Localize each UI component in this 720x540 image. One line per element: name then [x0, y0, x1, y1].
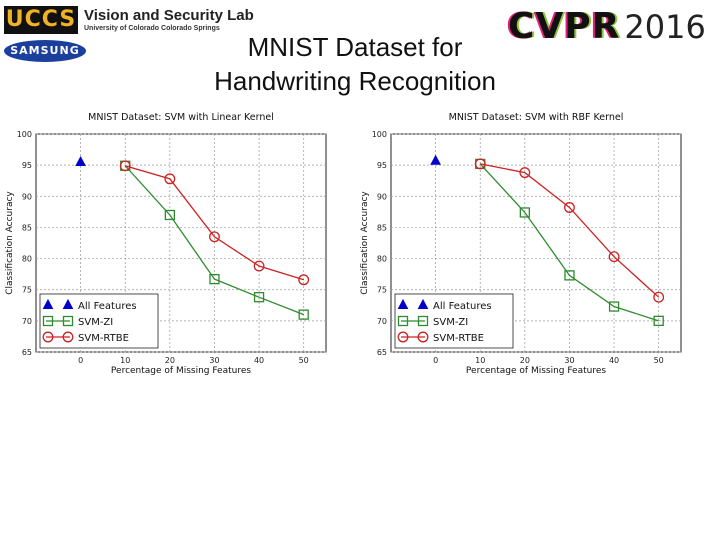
svm-zi-point	[519, 207, 530, 218]
x-tick-label: 20	[520, 356, 530, 365]
y-axis-label: Classification Accuracy	[360, 191, 370, 295]
cvpr-logo-text: CVPR	[508, 6, 621, 47]
legend-label-svm-rtbe: SVM-RTBE	[78, 333, 129, 344]
svm-rtbe-point	[564, 202, 575, 213]
x-axis-label: Percentage of Missing Features	[111, 366, 251, 376]
svm-zi-point	[209, 273, 220, 285]
svm-rtbe-line	[480, 163, 660, 298]
legend-label-all-features: All Features	[433, 301, 492, 312]
svm-rtbe-point	[519, 167, 531, 179]
svm-rtbe-point	[209, 231, 220, 243]
y-tick-label: 100	[372, 130, 387, 139]
chart-rbf-kernel: MNIST Dataset: SVM with RBF Kernel 0 10 20 3…	[360, 112, 682, 376]
cvpr-logo-year: 2016	[624, 8, 706, 46]
uccs-logo-badge: UCCS	[4, 6, 78, 34]
samsung-logo: SAMSUNG	[4, 40, 86, 62]
chart-title: MNIST Dataset: SVM with RBF Kernel	[449, 112, 624, 123]
legend-marker-svm-zi	[62, 315, 74, 327]
legend-marker-svm-zi	[42, 315, 54, 327]
x-tick-label: 40	[609, 356, 619, 365]
svm-zi-point	[564, 270, 575, 281]
y-tick-label: 70	[377, 317, 387, 326]
y-tick-label: 90	[22, 192, 32, 201]
svm-rtbe-point	[608, 251, 620, 263]
uccs-logo: UCCS Vision and Security Lab University …	[4, 6, 254, 36]
lab-subtitle: University of Colorado Colorado Springs	[84, 25, 220, 32]
svm-zi-point	[608, 301, 620, 312]
svm-zi-point	[164, 209, 175, 221]
y-tick-label: 75	[22, 286, 32, 295]
legend-marker-svm-rtbe	[42, 331, 54, 343]
y-tick-label: 85	[377, 223, 387, 232]
legend-marker-all-features	[417, 298, 429, 309]
svm-zi-point	[253, 292, 265, 303]
svm-zi-point	[298, 309, 309, 320]
legend-marker-svm-rtbe	[397, 331, 409, 343]
svm-rtbe-point	[253, 260, 265, 272]
svm-rtbe-line	[125, 165, 304, 281]
svm-rtbe-point	[119, 160, 131, 172]
legend-box	[39, 293, 159, 349]
y-tick-label: 75	[377, 286, 387, 295]
legend-marker-all-features	[397, 298, 409, 309]
y-tick-label: 85	[22, 223, 32, 232]
y-tick-label: 80	[377, 255, 387, 264]
cvpr-logo: CVPR 2016	[508, 6, 714, 47]
legend-marker-all-features	[62, 298, 74, 309]
legend-label-svm-rtbe: SVM-RTBE	[433, 333, 484, 344]
all-features-point	[430, 154, 441, 165]
svm-zi-point	[653, 315, 664, 327]
y-tick-label: 65	[22, 348, 32, 357]
svm-rtbe-point	[164, 173, 176, 185]
all-features-point	[75, 155, 86, 167]
x-tick-label: 0	[78, 356, 83, 365]
legend-label-all-features: All Features	[78, 301, 137, 312]
svm-rtbe-point	[653, 291, 665, 303]
x-tick-label: 40	[254, 356, 264, 365]
y-tick-label: 90	[377, 192, 387, 201]
legend-label-svm-zi: SVM-ZI	[433, 317, 468, 328]
chart-title: MNIST Dataset: SVM with Linear Kernel	[88, 112, 274, 123]
legend-marker-svm-rtbe	[417, 331, 429, 343]
x-tick-label: 50	[299, 356, 309, 365]
y-tick-label: 95	[22, 161, 32, 170]
x-tick-label: 50	[654, 356, 664, 365]
slide-title-line2: Handwriting Recognition	[214, 66, 496, 96]
x-axis-label: Percentage of Missing Features	[466, 366, 606, 376]
x-tick-label: 10	[120, 356, 130, 365]
legend-marker-svm-rtbe	[62, 331, 74, 343]
svm-rtbe-point	[474, 158, 486, 170]
y-tick-label: 100	[17, 130, 32, 139]
svm-rtbe-point	[298, 274, 310, 286]
legend-marker-all-features	[42, 298, 54, 309]
x-tick-label: 30	[564, 356, 574, 365]
svm-zi-line	[479, 163, 659, 322]
legend-label-svm-zi: SVM-ZI	[78, 317, 113, 328]
slide-title: MNIST Dataset for Handwriting Recognitio…	[170, 30, 540, 98]
x-tick-label: 0	[433, 356, 438, 365]
y-tick-label: 95	[377, 161, 387, 170]
legend-marker-svm-zi	[417, 315, 429, 327]
y-tick-label: 65	[377, 348, 387, 357]
x-tick-label: 30	[209, 356, 219, 365]
y-tick-label: 80	[22, 255, 32, 264]
slide-title-line1: MNIST Dataset for	[247, 32, 463, 62]
svm-zi-line	[124, 165, 304, 316]
lab-name: Vision and Security Lab	[84, 7, 254, 24]
chart-linear-kernel: MNIST Dataset: SVM with Linear Kernel 0 10…	[5, 112, 327, 376]
x-tick-label: 10	[475, 356, 485, 365]
y-axis-label: Classification Accuracy	[5, 191, 15, 295]
y-tick-label: 70	[22, 317, 32, 326]
legend-marker-svm-zi	[397, 315, 409, 327]
x-tick-label: 20	[165, 356, 175, 365]
